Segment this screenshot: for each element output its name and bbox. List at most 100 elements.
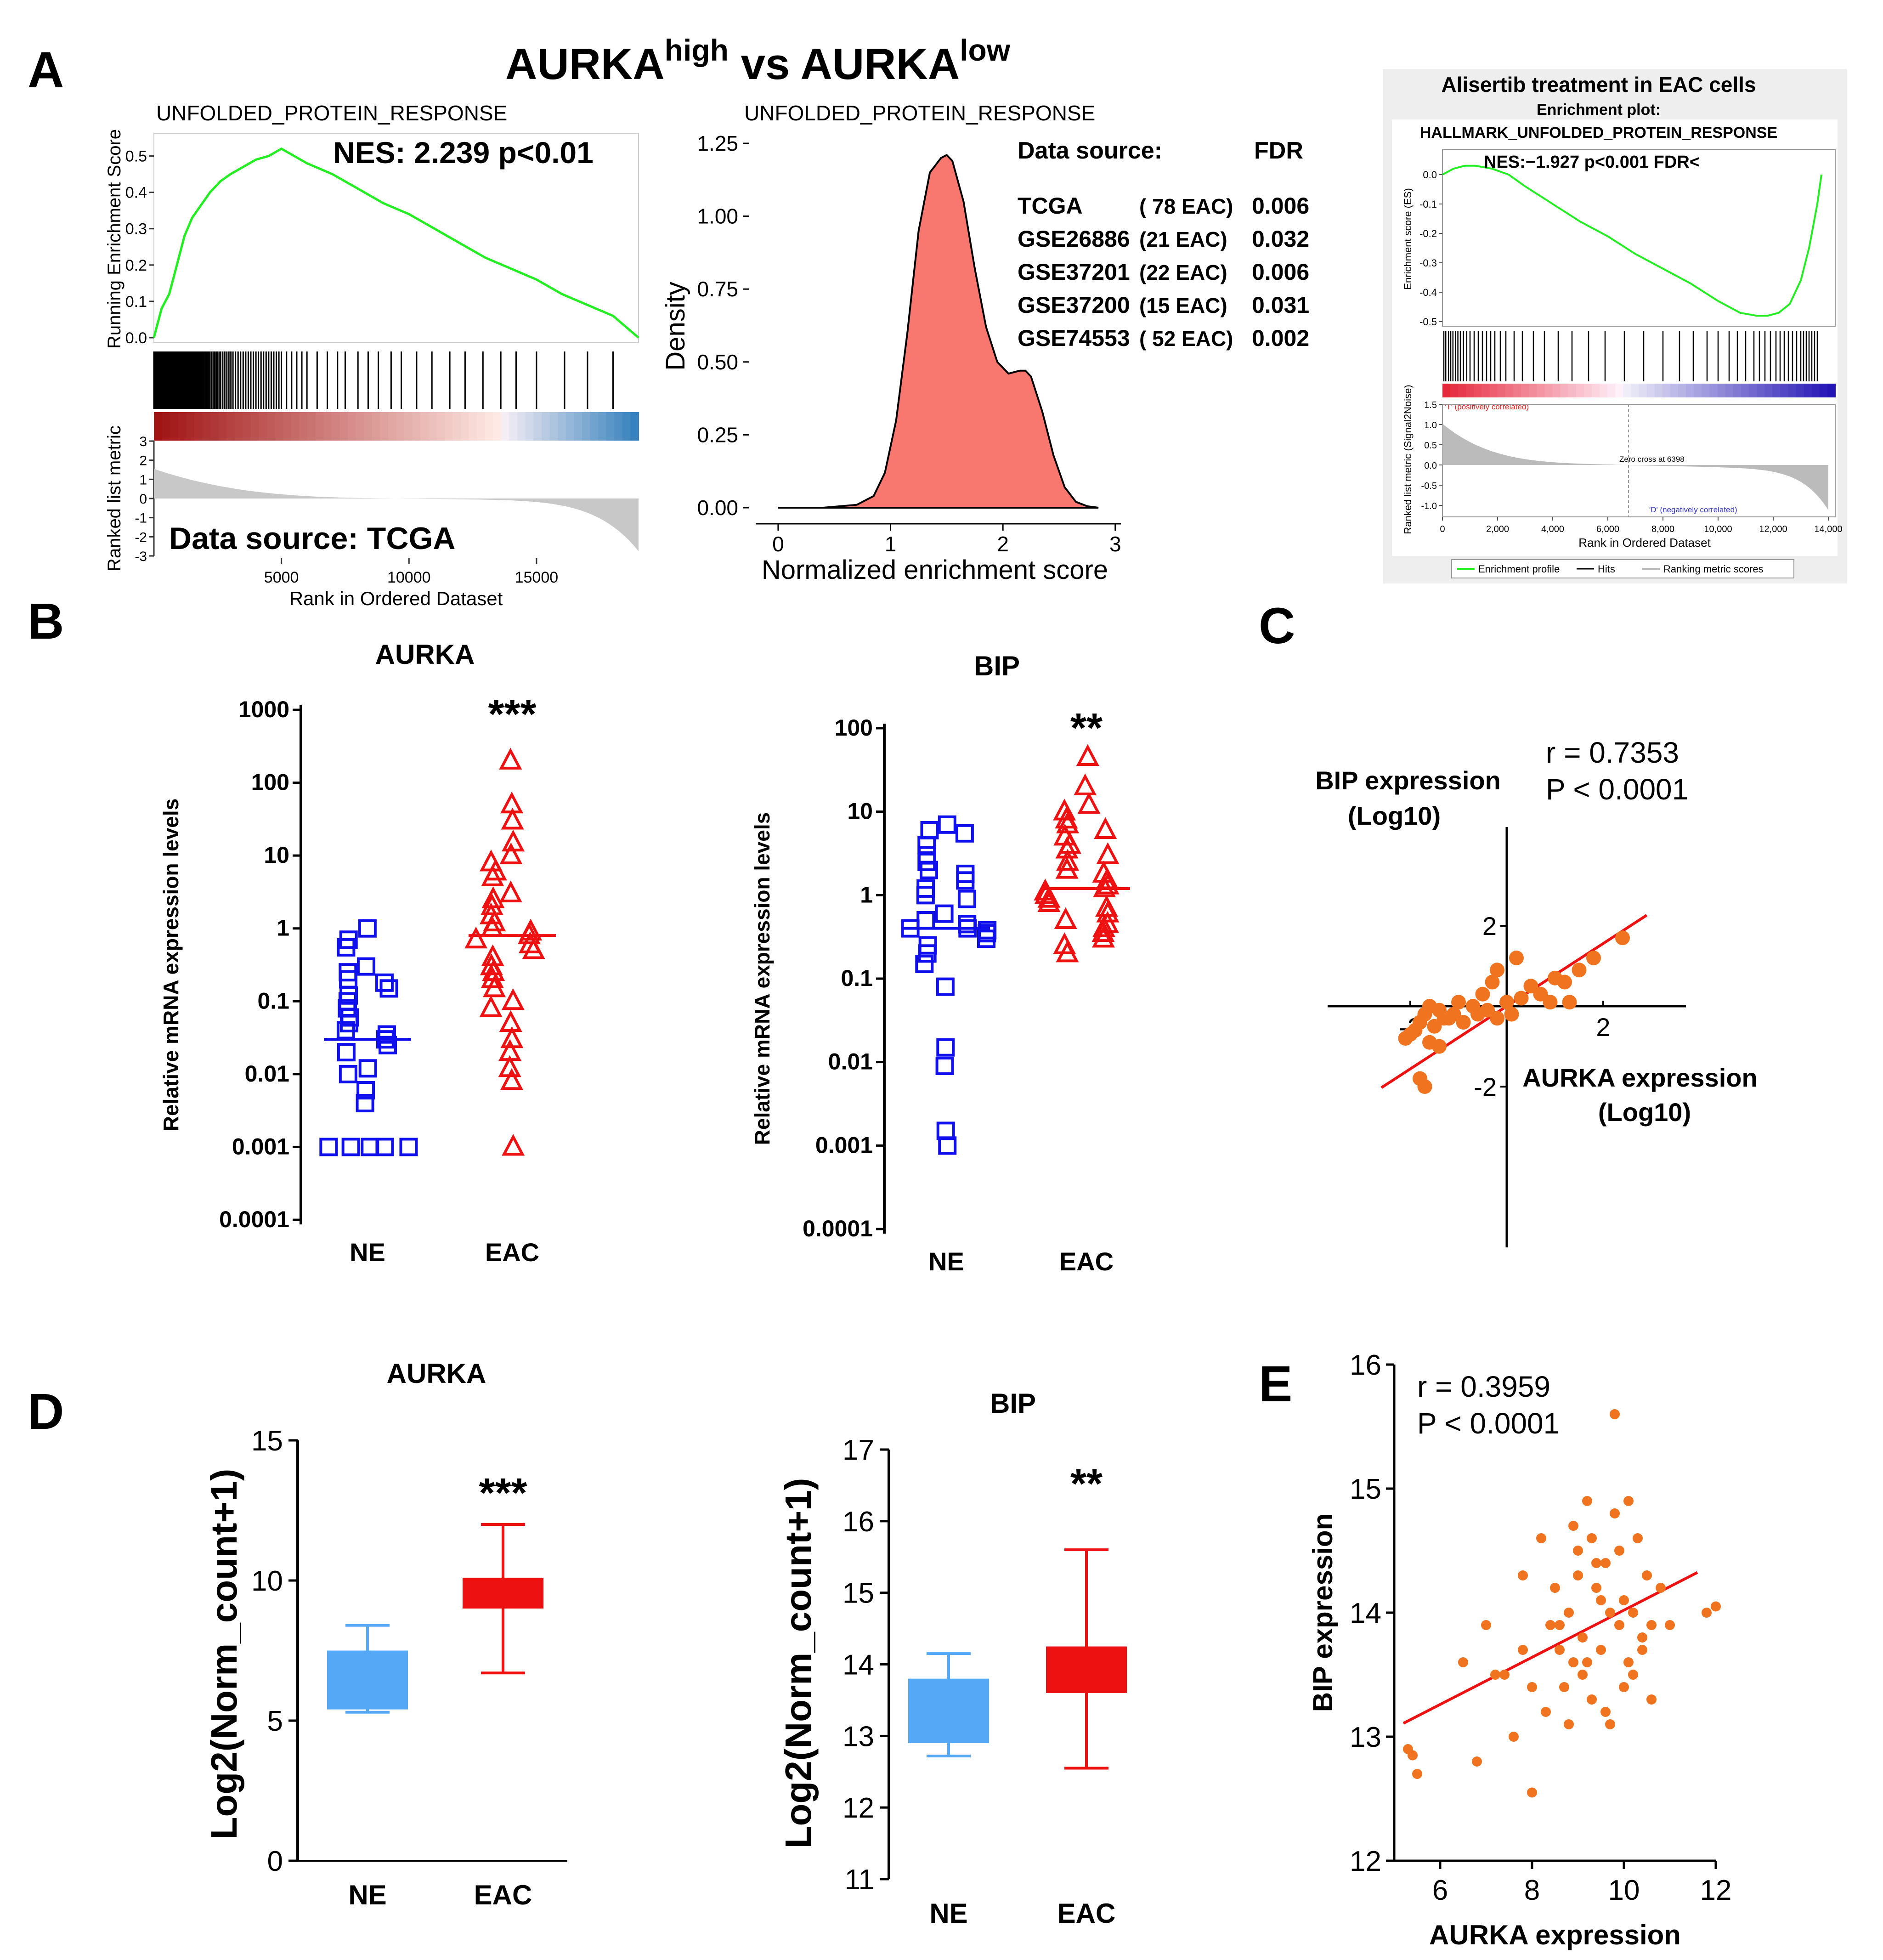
- bip-qpcr-eac-point: [1055, 857, 1079, 879]
- panel-letter-c: C: [1259, 598, 1295, 654]
- gsea2-heat-cell: [1639, 384, 1647, 397]
- scatter-e-point: [1568, 1521, 1578, 1531]
- gsea1-heat-cell: [243, 412, 251, 441]
- gsea2-heat-cell: [1513, 384, 1521, 397]
- aurka-qpcr-eac-point: [501, 808, 524, 830]
- density-row-n: (22 EAC): [1139, 261, 1227, 284]
- aurka-qpcr-title: AURKA: [375, 639, 475, 670]
- scatter-c-r-label: r = 0.7353: [1546, 736, 1679, 769]
- aurka-qpcr-y-tick-label: 1: [277, 915, 289, 941]
- density-y-tick-label: 1.00: [697, 204, 738, 228]
- aurka-box-signif: ***: [479, 1470, 527, 1516]
- scatter-c-point: [1523, 979, 1538, 994]
- gsea1-source-label: Data source: TCGA: [169, 521, 455, 556]
- bip-qpcr-eac-point: [1091, 920, 1115, 942]
- bip-boxplot: BIP 11 12 13 14 15 16 17 NE EAC ** Log2(Norm_cou…: [778, 1388, 1127, 1929]
- scatter-e-y-tick-label: 12: [1350, 1846, 1381, 1877]
- aurka-box-x-label: EAC: [474, 1880, 532, 1910]
- gsea2-heat-cell: [1772, 384, 1781, 397]
- gsea1-heat-cell: [590, 412, 599, 441]
- scatter-e-point: [1665, 1620, 1675, 1630]
- scatter-c-point: [1470, 1007, 1485, 1022]
- gsea1-heat-cell: [445, 412, 453, 441]
- scatter-e-point: [1568, 1657, 1578, 1667]
- gsea2-legend-profile: Enrichment profile: [1478, 563, 1560, 575]
- aurka-qpcr-ne-point: [379, 979, 398, 998]
- gsea1-heat-cell: [251, 412, 260, 441]
- gsea1-heat-cell: [565, 412, 575, 441]
- bip-qpcr-ne-point: [977, 929, 995, 948]
- gsea1-heat-cell: [485, 412, 494, 441]
- gsea1-es-tick-label: 0.0: [125, 329, 147, 347]
- aurka-qpcr-eac-point: [502, 1133, 525, 1156]
- scatter-e-point: [1582, 1657, 1592, 1667]
- density-row-fdr: 0.032: [1252, 226, 1309, 252]
- gsea1-heat-cell: [348, 412, 356, 441]
- gsea2-metric-tick-label: -0.5: [1421, 481, 1437, 491]
- gsea2-es-line: [1442, 164, 1822, 317]
- gsea2-heat-cell: [1482, 384, 1490, 397]
- scatter-e-point: [1614, 1546, 1624, 1556]
- scatter-e-point: [1573, 1570, 1583, 1580]
- scatter-c-point: [1417, 1007, 1432, 1022]
- gsea1-heat-cell: [226, 412, 235, 441]
- bip-box-x-label: NE: [929, 1898, 967, 1929]
- density-row-n: ( 78 EAC): [1139, 194, 1233, 218]
- gsea2-heat-cell: [1819, 384, 1828, 397]
- scatter-e-point: [1646, 1620, 1657, 1630]
- gsea2-heat-cell: [1811, 384, 1820, 397]
- scatter-e-x-label: AURKA expression: [1429, 1920, 1681, 1950]
- scatter-e-p-label: P < 0.0001: [1417, 1407, 1560, 1440]
- gsea2-ranked-metric-area: [1442, 424, 1828, 510]
- density-row-name: GSE74553: [1018, 325, 1130, 351]
- bip-qpcr-eac-point: [1096, 872, 1120, 895]
- aurka-qpcr-ne-point: [339, 1065, 357, 1083]
- gsea2-heat-cell: [1552, 384, 1561, 397]
- aurka-qpcr-y-tick-label: 1000: [238, 697, 289, 722]
- aurka-qpcr-eac-point: [500, 1068, 523, 1090]
- scatter-c-point: [1432, 1039, 1447, 1054]
- density-row-n: (15 EAC): [1139, 294, 1227, 317]
- gsea2-heat-cell: [1709, 384, 1718, 397]
- gsea1-heat-cell: [194, 412, 203, 441]
- scatter-e-point: [1527, 1682, 1537, 1692]
- panel-letter-e: E: [1259, 1356, 1292, 1412]
- scatter-e-point: [1555, 1620, 1565, 1630]
- scatter-e-point: [1564, 1608, 1574, 1618]
- gsea1-x-tick-label: 10000: [387, 569, 431, 586]
- bip-qpcr-y-tick-label: 10: [847, 799, 873, 824]
- bip-qpcr-ne-point: [956, 871, 975, 890]
- gsea1-es-tick-label: 0.1: [125, 293, 147, 311]
- aurka-qpcr-eac-point: [499, 748, 522, 770]
- gsea1-heat-cell: [622, 412, 631, 441]
- aurka-qpcr-eac-point: [522, 937, 545, 959]
- scatter-e-point: [1711, 1601, 1721, 1612]
- gsea1-heat-cell: [323, 412, 332, 441]
- scatter-e-y-tick-label: 13: [1350, 1722, 1381, 1753]
- scatter-e-point: [1637, 1632, 1647, 1643]
- density-gene-set: UNFOLDED_PROTEIN_RESPONSE: [744, 101, 1095, 125]
- gsea2-x-tick-label: 12,000: [1759, 524, 1787, 534]
- density-y-tick-label: 0.75: [697, 277, 738, 301]
- gsea2-heat-cell: [1583, 384, 1592, 397]
- gsea2-heat-cell: [1646, 384, 1655, 397]
- gsea1-heat-cell: [501, 412, 510, 441]
- gsea2-heat-cell: [1458, 384, 1467, 397]
- scatter-c-point: [1475, 986, 1490, 1002]
- bip-qpcr-ne-point: [935, 1056, 954, 1075]
- aurka-qpcr-y-tick-label: 0.0001: [219, 1207, 289, 1232]
- gsea2-x-tick-label: 10,000: [1704, 524, 1732, 534]
- gsea1-metric-tick-label: 3: [139, 434, 147, 449]
- gsea1-heat-cell: [154, 412, 163, 441]
- aurka-qpcr-ne-point: [361, 1138, 379, 1156]
- gsea2-heat-cell: [1607, 384, 1616, 397]
- bip-qpcr-eac-point: [1056, 940, 1079, 963]
- density-source-header: Data source:: [1018, 137, 1162, 164]
- aurka-box-y-tick-label: 10: [251, 1565, 283, 1597]
- scatter-e-point: [1541, 1707, 1551, 1717]
- aurka-qpcr-x-label: NE: [350, 1238, 385, 1267]
- scatter-e-point: [1458, 1657, 1468, 1667]
- gsea1-heat-cell: [582, 412, 591, 441]
- scatter-e-point: [1628, 1670, 1638, 1680]
- gsea2-legend-metric: Ranking metric scores: [1663, 563, 1764, 575]
